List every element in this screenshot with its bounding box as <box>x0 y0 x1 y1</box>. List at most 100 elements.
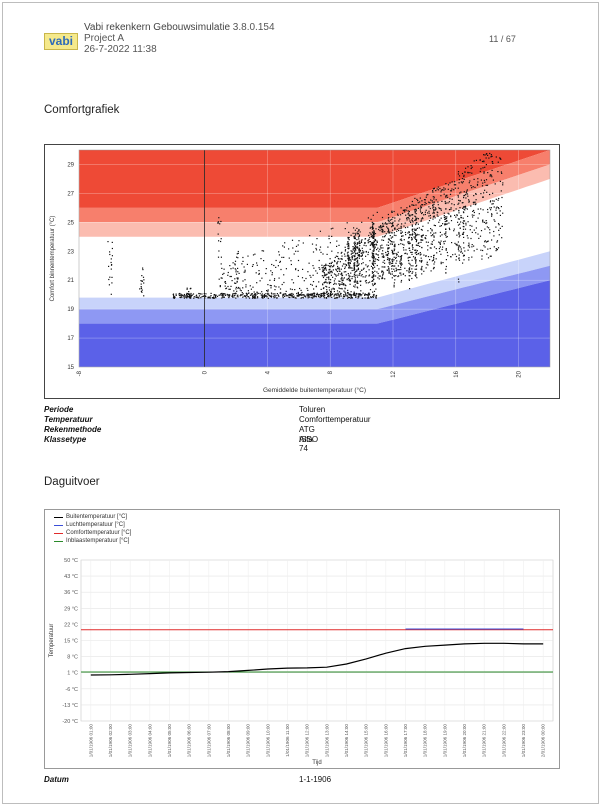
scatter-point <box>421 269 423 271</box>
scatter-point <box>449 193 452 195</box>
scatter-point <box>420 205 422 207</box>
scatter-point <box>356 293 358 295</box>
scatter-point <box>368 292 370 294</box>
scatter-point <box>484 241 486 243</box>
scatter-point <box>307 297 309 299</box>
scatter-point <box>369 289 372 291</box>
scatter-point <box>461 172 464 175</box>
scatter-point <box>373 295 375 297</box>
scatter-point <box>325 285 327 287</box>
scatter-point <box>384 223 386 225</box>
scatter-point <box>343 271 345 273</box>
scatter-point <box>391 273 393 275</box>
scatter-point <box>251 265 254 267</box>
scatter-point <box>382 236 384 238</box>
scatter-point <box>322 270 324 272</box>
scatter-point <box>377 277 379 279</box>
scatter-point <box>297 275 299 277</box>
scatter-point <box>492 162 494 164</box>
scatter-point <box>179 292 181 295</box>
scatter-point <box>435 190 437 192</box>
scatter-point <box>435 208 437 210</box>
scatter-point <box>353 281 355 283</box>
scatter-point <box>219 294 221 296</box>
scatter-point <box>191 294 193 296</box>
scatter-point <box>180 297 182 299</box>
scatter-point <box>415 238 417 240</box>
scatter-point <box>141 275 143 277</box>
scatter-point <box>355 280 357 282</box>
scatter-point <box>322 268 324 270</box>
scatter-point <box>201 293 203 295</box>
scatter-point <box>356 265 358 267</box>
scatter-point <box>336 294 338 296</box>
scatter-point <box>395 270 397 272</box>
scatter-point <box>361 294 363 296</box>
scatter-point <box>425 209 427 211</box>
scatter-point <box>485 153 487 155</box>
info-value: Toluren <box>299 405 326 414</box>
scatter-point <box>343 277 345 279</box>
scatter-point <box>354 294 356 296</box>
scatter-point <box>408 231 410 234</box>
scatter-point <box>335 255 337 257</box>
scatter-point <box>433 198 435 200</box>
scatter-point <box>335 275 337 277</box>
scatter-point <box>427 230 429 232</box>
scatter-point <box>422 218 424 220</box>
scatter-point <box>353 237 355 239</box>
scatter-point <box>187 295 189 297</box>
scatter-point <box>379 225 381 228</box>
scatter-point <box>237 267 239 269</box>
scatter-point <box>347 257 349 259</box>
scatter-point <box>226 293 228 295</box>
scatter-point <box>470 205 472 207</box>
scatter-point <box>373 290 376 292</box>
scatter-point <box>339 288 341 290</box>
scatter-point <box>414 249 416 251</box>
scatter-point <box>358 295 360 297</box>
scatter-point <box>382 274 384 276</box>
scatter-point <box>371 283 374 285</box>
scatter-point <box>459 223 461 225</box>
scatter-point <box>218 250 220 252</box>
scatter-point <box>379 227 381 229</box>
scatter-point <box>471 244 473 246</box>
scatter-point <box>410 221 412 223</box>
scatter-point <box>372 235 374 237</box>
scatter-point <box>458 179 460 181</box>
scatter-point <box>468 242 470 244</box>
y-tick-label: 25 <box>67 220 74 226</box>
scatter-point <box>400 243 402 245</box>
scatter-point <box>265 295 267 297</box>
scatter-point <box>400 274 402 276</box>
scatter-point <box>361 258 364 260</box>
scatter-point <box>445 268 447 270</box>
scatter-point <box>357 282 359 284</box>
scatter-point <box>482 221 484 223</box>
scatter-point <box>409 270 412 273</box>
scatter-point <box>358 255 360 257</box>
scatter-point <box>438 248 440 250</box>
scatter-point <box>487 154 489 156</box>
scatter-point <box>353 246 355 248</box>
scatter-point <box>410 251 412 253</box>
scatter-point <box>321 275 323 277</box>
scatter-point <box>173 297 176 299</box>
scatter-point <box>357 297 359 299</box>
x-tick-label: 1/01/1906 12:00 <box>305 724 310 758</box>
scatter-point <box>234 268 236 270</box>
scatter-point <box>414 257 416 259</box>
scatter-point <box>175 293 177 295</box>
scatter-point <box>109 251 111 253</box>
y-axis-title: Comfort binnentemperatuur (°C) <box>50 216 56 302</box>
scatter-point <box>411 245 413 247</box>
scatter-point <box>420 206 423 208</box>
scatter-point <box>475 193 477 195</box>
report-datetime: 26-7-2022 11:38 <box>84 44 157 55</box>
scatter-point <box>230 268 232 270</box>
scatter-point <box>327 292 330 294</box>
scatter-point <box>416 217 418 219</box>
scatter-point <box>372 291 374 293</box>
scatter-point <box>495 207 497 209</box>
